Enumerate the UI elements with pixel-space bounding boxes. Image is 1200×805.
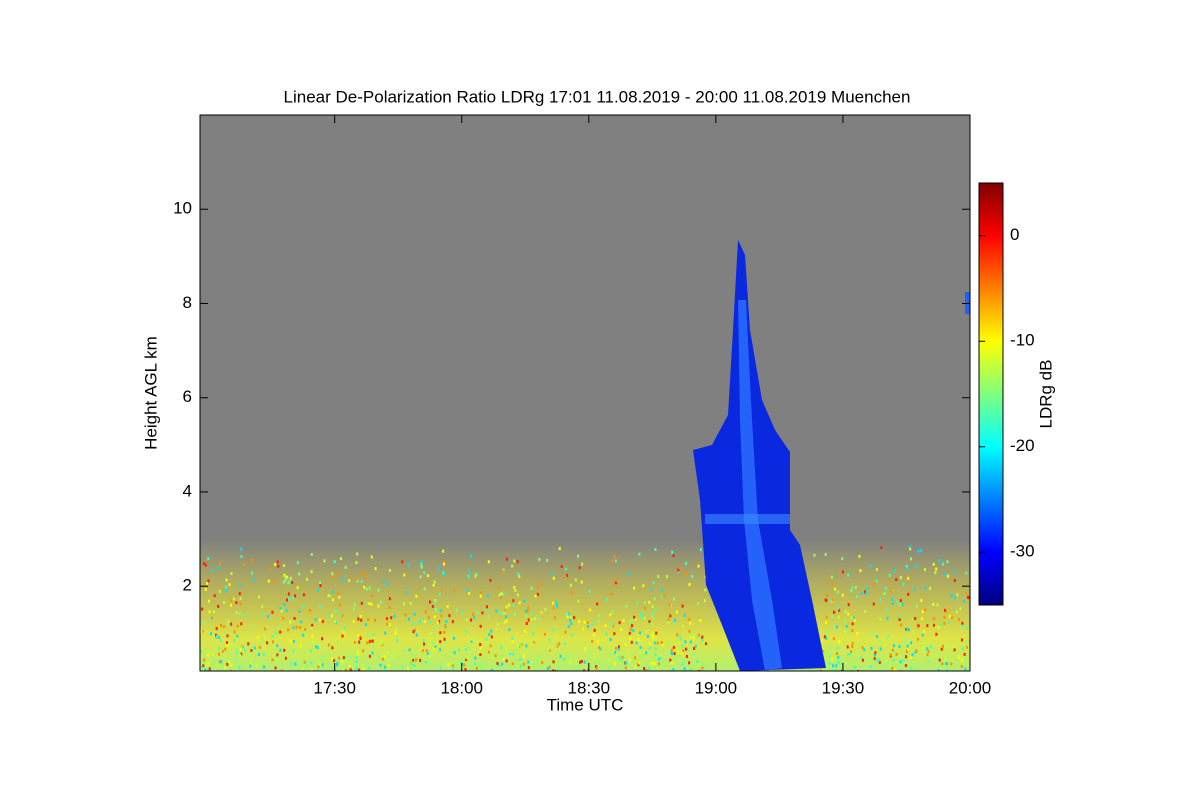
y-tick-label: 10 xyxy=(173,199,192,218)
melting-layer xyxy=(705,514,790,524)
colorbar-tick-label: 0 xyxy=(1010,225,1019,244)
x-tick-label: 19:30 xyxy=(822,678,865,697)
storm-core xyxy=(738,300,782,671)
y-axis-label: Height AGL km xyxy=(141,336,160,450)
x-tick-label: 17:30 xyxy=(313,678,356,697)
x-tick-label: 19:00 xyxy=(695,678,738,697)
y-tick-label: 8 xyxy=(183,293,192,312)
colorbar xyxy=(978,182,1004,606)
colorbar-tick-label: -20 xyxy=(1010,436,1035,455)
storm-echo xyxy=(693,240,826,671)
speckle xyxy=(200,545,970,671)
x-axis-label: Time UTC xyxy=(547,695,624,714)
colorbar-tick-label: -30 xyxy=(1010,542,1035,561)
clutter-region xyxy=(200,540,970,671)
y-tick-label: 2 xyxy=(183,576,192,595)
colorbar-label: LDRg dB xyxy=(1036,360,1055,429)
plot-frame xyxy=(199,114,971,672)
x-tick-label: 20:00 xyxy=(949,678,992,697)
y-tick-label: 4 xyxy=(183,481,192,500)
x-tick-label: 18:00 xyxy=(440,678,483,697)
echo-layer xyxy=(200,240,970,671)
colorbar-tick-label: -10 xyxy=(1010,331,1035,350)
x-tick-label: 18:30 xyxy=(568,678,611,697)
chart-title: Linear De-Polarization Ratio LDRg 17:01 … xyxy=(284,87,911,106)
y-tick-label: 6 xyxy=(183,387,192,406)
